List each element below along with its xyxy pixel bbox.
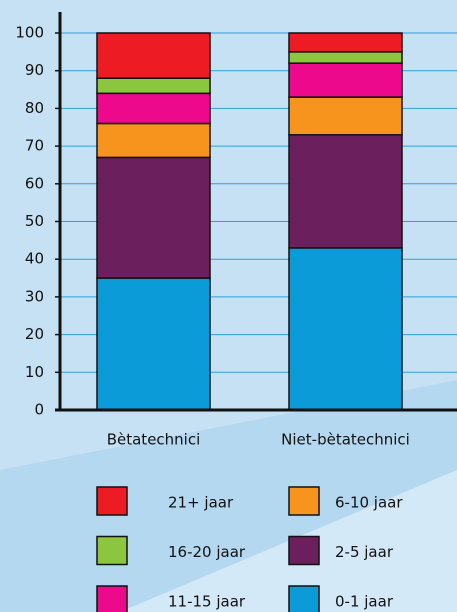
y-tick-label: 60: [25, 174, 44, 192]
legend-swatch: [288, 585, 320, 612]
bar-segment: [96, 77, 211, 95]
bar-segment: [288, 62, 403, 98]
y-tick-label: 70: [25, 137, 44, 155]
y-tick-label: 80: [25, 99, 44, 117]
bar-segment: [288, 51, 403, 64]
bar-segment: [288, 134, 403, 249]
y-tick-label: 90: [25, 61, 44, 79]
legend-swatch: [96, 585, 128, 612]
bar-segment: [96, 156, 211, 279]
x-tick-label: Niet-bètatechnici: [281, 431, 410, 449]
legend-label: 21+ jaar: [168, 494, 234, 512]
legend-label: 6-10 jaar: [335, 494, 403, 512]
bar-segment: [96, 92, 211, 125]
legend-label: 16-20 jaar: [168, 543, 246, 561]
y-tick-label: 30: [25, 287, 44, 305]
x-tick-label: Bètatechnici: [107, 431, 201, 449]
legend-swatch: [96, 535, 128, 566]
legend-swatch: [96, 486, 128, 516]
legend-label: 0-1 jaar: [335, 593, 394, 611]
y-tick-label: 50: [25, 212, 44, 230]
y-tick-label: 100: [15, 24, 44, 42]
y-tick-label: 10: [25, 363, 44, 381]
bar-segment: [96, 122, 211, 159]
y-tick-label: 40: [25, 250, 44, 268]
bar-segment: [288, 247, 403, 411]
bar-segment: [288, 96, 403, 136]
y-tick-label: 20: [25, 325, 44, 343]
legend-swatch: [288, 535, 320, 566]
legend-label: 11-15 jaar: [168, 593, 246, 611]
bar-segment: [96, 277, 211, 411]
bar-segment: [96, 32, 211, 79]
bar-segment: [288, 32, 403, 53]
y-tick-label: 0: [34, 401, 44, 419]
legend-swatch: [288, 486, 320, 516]
legend-label: 2-5 jaar: [335, 543, 394, 561]
